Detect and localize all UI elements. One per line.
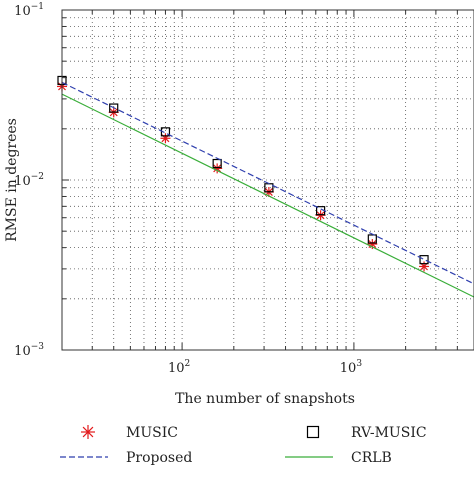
legend-entry-rv-music: RV-MUSIC	[306, 425, 427, 441]
legend-swatch	[306, 425, 320, 439]
legend-label: MUSIC	[126, 425, 178, 441]
legend-entry-proposed: Proposed	[60, 450, 192, 466]
legend-label: CRLB	[351, 450, 392, 466]
proposed-line	[61, 81, 474, 285]
proposed-series	[61, 81, 474, 285]
asterisk-stroke	[316, 211, 325, 220]
rv-music-point	[419, 255, 429, 265]
crlb-series	[61, 93, 474, 298]
x-tick-label: 102	[168, 359, 190, 376]
tick-layer: 102 103 10−3 10−2 10−1	[14, 2, 458, 376]
asterisk-stroke	[82, 426, 94, 438]
asterisk-stroke	[213, 164, 222, 173]
rv-music-point	[160, 127, 171, 137]
label-layer: The number of snapshots RMSE in degrees	[4, 118, 355, 407]
x-axis-label: The number of snapshots	[175, 391, 355, 407]
rv-music-point	[109, 103, 119, 113]
y-tick-label: 10−2	[14, 172, 44, 189]
series-layer	[57, 75, 474, 298]
rv-music-point	[367, 234, 377, 244]
y-tick-label: 10−1	[14, 2, 44, 19]
legend-label: Proposed	[126, 450, 192, 466]
grid-layer	[62, 10, 474, 350]
rv-music-point	[212, 158, 222, 169]
y-axis-label: RMSE in degrees	[4, 118, 20, 242]
y-tick-label: 10−3	[14, 342, 44, 359]
music-point	[315, 210, 326, 221]
plot-frame	[61, 9, 474, 351]
x-tick-label: 103	[340, 359, 363, 376]
music-point	[81, 425, 95, 439]
legend: MUSIC RV-MUSIC Proposed CRLB	[60, 425, 427, 466]
crlb-line	[61, 93, 474, 298]
legend-entry-crlb: CRLB	[285, 450, 392, 466]
legend-entry-music: MUSIC	[81, 425, 178, 441]
legend-label: RV-MUSIC	[351, 425, 427, 441]
